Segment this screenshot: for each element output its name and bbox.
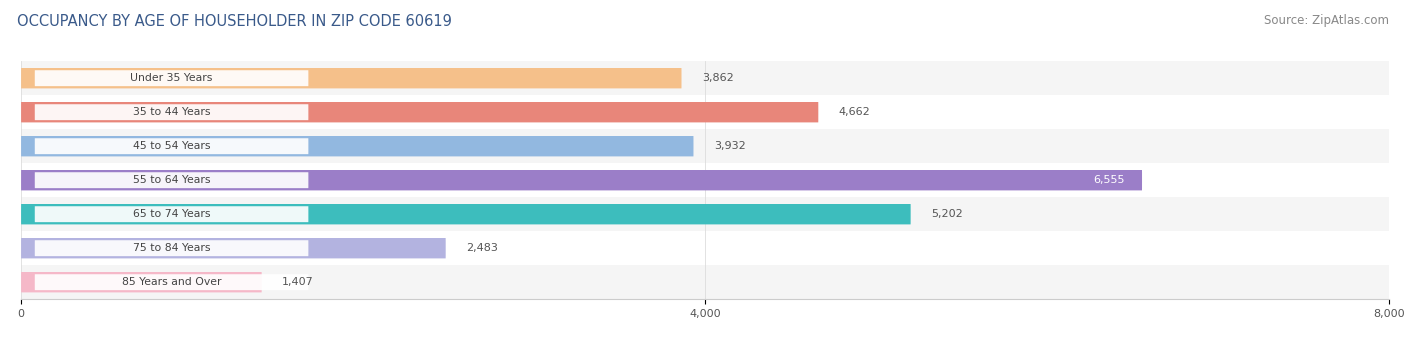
Bar bbox=[21, 95, 1389, 129]
FancyBboxPatch shape bbox=[35, 138, 308, 154]
Text: 3,932: 3,932 bbox=[714, 141, 745, 151]
Bar bbox=[21, 265, 1389, 299]
FancyBboxPatch shape bbox=[35, 206, 308, 222]
Text: 6,555: 6,555 bbox=[1094, 175, 1125, 185]
Text: 65 to 74 Years: 65 to 74 Years bbox=[132, 209, 211, 219]
Text: Source: ZipAtlas.com: Source: ZipAtlas.com bbox=[1264, 14, 1389, 27]
FancyBboxPatch shape bbox=[21, 170, 1142, 190]
Text: OCCUPANCY BY AGE OF HOUSEHOLDER IN ZIP CODE 60619: OCCUPANCY BY AGE OF HOUSEHOLDER IN ZIP C… bbox=[17, 14, 451, 29]
Text: 5,202: 5,202 bbox=[931, 209, 963, 219]
Bar bbox=[21, 197, 1389, 231]
FancyBboxPatch shape bbox=[35, 274, 308, 290]
Text: 1,407: 1,407 bbox=[283, 277, 314, 287]
Text: 4,662: 4,662 bbox=[839, 107, 870, 117]
FancyBboxPatch shape bbox=[21, 272, 262, 292]
Text: 85 Years and Over: 85 Years and Over bbox=[122, 277, 221, 287]
Bar bbox=[21, 61, 1389, 95]
Text: 2,483: 2,483 bbox=[467, 243, 498, 253]
FancyBboxPatch shape bbox=[35, 240, 308, 256]
Text: 45 to 54 Years: 45 to 54 Years bbox=[132, 141, 211, 151]
FancyBboxPatch shape bbox=[21, 68, 682, 88]
FancyBboxPatch shape bbox=[21, 238, 446, 258]
FancyBboxPatch shape bbox=[35, 172, 308, 188]
FancyBboxPatch shape bbox=[35, 70, 308, 86]
FancyBboxPatch shape bbox=[21, 136, 693, 156]
Text: 55 to 64 Years: 55 to 64 Years bbox=[132, 175, 211, 185]
Text: 3,862: 3,862 bbox=[702, 73, 734, 83]
FancyBboxPatch shape bbox=[21, 102, 818, 122]
Text: 75 to 84 Years: 75 to 84 Years bbox=[132, 243, 211, 253]
Text: Under 35 Years: Under 35 Years bbox=[131, 73, 212, 83]
FancyBboxPatch shape bbox=[35, 104, 308, 120]
Bar bbox=[21, 129, 1389, 163]
FancyBboxPatch shape bbox=[21, 204, 911, 224]
Bar bbox=[21, 231, 1389, 265]
Bar bbox=[21, 163, 1389, 197]
Text: 35 to 44 Years: 35 to 44 Years bbox=[132, 107, 211, 117]
